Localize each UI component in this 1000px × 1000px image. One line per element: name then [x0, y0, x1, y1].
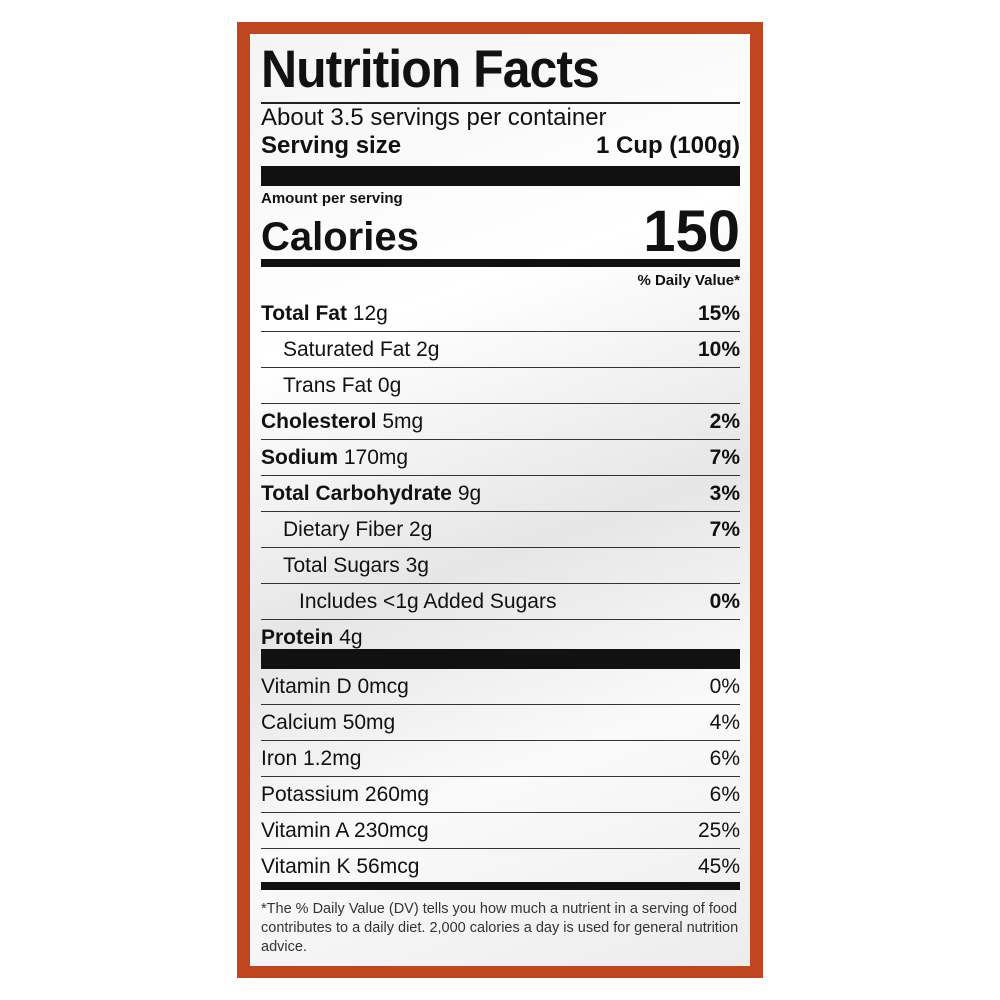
vitamin-name: Vitamin D — [261, 674, 352, 698]
nutrient-dv: 3% — [709, 481, 740, 505]
nutrient-dv: 10% — [697, 337, 740, 361]
vitamin-row: Vitamin D 0mcg 0% — [261, 669, 740, 704]
vitamin-label: Calcium 50mg — [261, 711, 395, 735]
nutrient-amount: 3g — [405, 553, 429, 577]
serving-size-label: Serving size — [261, 132, 402, 159]
nutrient-amount: 0g — [377, 373, 402, 397]
vitamin-rows: Vitamin D 0mcg 0% Calcium 50mg 4% Iron 1.2mg… — [261, 669, 740, 884]
nutrient-name: Includes <1g Added Sugars — [299, 589, 557, 613]
title: Nutrition Facts — [261, 39, 600, 99]
nutrient-rows: Total Fat 12g 15% Saturated Fat 2g 10% Tra… — [261, 296, 740, 655]
vitamin-row: Vitamin K 56mcg 45% — [261, 848, 740, 884]
vitamin-row: Potassium 260mg 6% — [261, 776, 740, 812]
vitamin-amount: 0mcg — [357, 674, 409, 698]
vitamin-label: Iron 1.2mg — [261, 747, 361, 771]
vitamin-row: Vitamin A 230mcg 25% — [261, 812, 740, 848]
nutrient-amount: 9g — [457, 481, 482, 505]
nutrient-dv: 7% — [709, 445, 740, 469]
vitamin-row: Iron 1.2mg 6% — [261, 740, 740, 776]
vitamin-name: Vitamin K — [261, 854, 351, 878]
nutrient-amount: 2g — [416, 337, 440, 361]
serving-size-value: 1 Cup (100g) — [595, 132, 740, 159]
nutrient-name: Dietary Fiber — [283, 517, 404, 541]
vitamin-label: Vitamin K 56mcg — [261, 855, 419, 879]
nutrient-name: Protein — [261, 625, 334, 649]
nutrient-name: Cholesterol — [261, 409, 377, 433]
vitamin-name: Calcium — [261, 710, 337, 734]
vitamin-label: Vitamin A 230mcg — [261, 819, 429, 843]
footnote: *The % Daily Value (DV) tells you how mu… — [261, 901, 739, 955]
vitamin-row: Calcium 50mg 4% — [261, 704, 740, 740]
nutrient-name: Sodium — [261, 445, 338, 469]
vitamin-amount: 50mg — [342, 710, 396, 734]
nutrient-name: Total Carbohydrate — [261, 481, 452, 505]
vitamin-name: Potassium — [261, 782, 360, 806]
nutrient-name: Total Sugars — [283, 553, 400, 577]
calories-label: Calories — [261, 215, 419, 259]
nutrient-amount: 5mg — [382, 409, 424, 433]
vitamin-dv: 0% — [709, 674, 740, 698]
nutrition-panel: Nutrition Facts About 3.5 servings per c… — [250, 34, 750, 966]
calories-value: 150 — [643, 199, 740, 264]
servings: About 3.5 servings per container — [261, 104, 607, 131]
calories: Calories 150 — [261, 199, 740, 264]
vitamin-dv: 25% — [697, 818, 740, 842]
vitamin-name: Iron — [261, 746, 298, 770]
vitamin-dv: 6% — [709, 782, 740, 806]
nutrient-name: Saturated Fat — [283, 337, 411, 361]
vitamin-label: Potassium 260mg — [261, 783, 429, 807]
nutrient-name: Trans Fat — [283, 373, 373, 397]
nutrient-dv: 0% — [709, 589, 740, 613]
nutrient-amount: 4g — [339, 625, 363, 649]
nutrient-name: Total Fat — [261, 301, 347, 325]
serving-size: Serving size 1 Cup (100g) — [261, 132, 740, 160]
nutrient-dv: 2% — [709, 409, 740, 433]
vitamin-label: Vitamin D 0mcg — [261, 675, 409, 699]
vitamin-dv: 45% — [697, 854, 740, 878]
nutrient-amount: 170mg — [343, 445, 409, 469]
vitamin-amount: 260mg — [364, 782, 430, 806]
vitamin-amount: 1.2mg — [303, 746, 362, 770]
nutrient-dv: 7% — [709, 517, 740, 541]
vitamin-amount: 56mcg — [356, 854, 420, 878]
vitamin-name: Vitamin A — [261, 818, 349, 842]
vitamin-dv: 4% — [709, 710, 740, 734]
vitamin-dv: 6% — [709, 746, 740, 770]
nutrient-amount: 12g — [352, 301, 388, 325]
nutrient-dv: 15% — [697, 301, 740, 325]
dv-header: % Daily Value* — [637, 272, 740, 289]
amount-per-serving: Amount per serving — [261, 190, 403, 207]
label-border: Nutrition Facts About 3.5 servings per c… — [237, 22, 763, 978]
vitamin-amount: 230mcg — [354, 818, 429, 842]
nutrient-amount: 2g — [409, 517, 433, 541]
